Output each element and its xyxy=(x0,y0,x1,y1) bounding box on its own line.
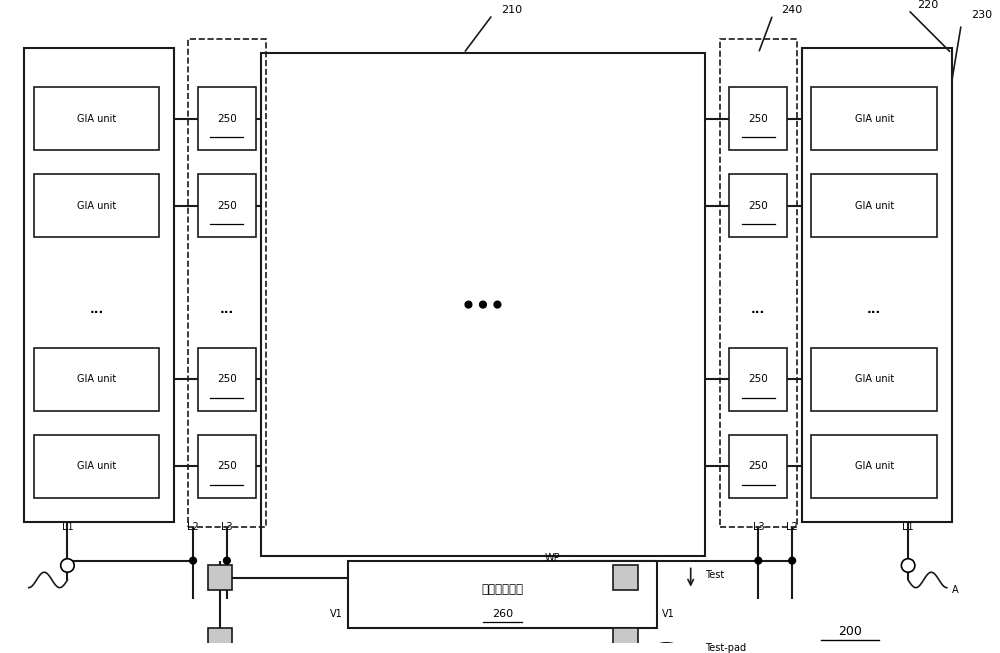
FancyBboxPatch shape xyxy=(198,174,256,237)
Text: 250: 250 xyxy=(217,114,237,123)
Text: WP: WP xyxy=(545,552,560,563)
FancyBboxPatch shape xyxy=(802,48,952,522)
Text: ...: ... xyxy=(220,303,234,316)
Circle shape xyxy=(61,559,74,572)
Circle shape xyxy=(494,301,501,308)
Text: ...: ... xyxy=(89,303,104,316)
FancyBboxPatch shape xyxy=(34,174,159,237)
FancyBboxPatch shape xyxy=(208,565,232,590)
FancyBboxPatch shape xyxy=(34,87,159,150)
Text: 250: 250 xyxy=(748,114,768,123)
Text: GIA unit: GIA unit xyxy=(77,462,116,471)
Text: 240: 240 xyxy=(782,5,803,15)
Text: L3: L3 xyxy=(221,522,233,532)
Text: 250: 250 xyxy=(217,374,237,385)
Text: 250: 250 xyxy=(217,462,237,471)
Text: L1: L1 xyxy=(902,522,914,532)
FancyBboxPatch shape xyxy=(198,435,256,498)
FancyBboxPatch shape xyxy=(613,565,638,590)
FancyBboxPatch shape xyxy=(198,348,256,411)
Text: ...: ... xyxy=(751,303,765,316)
Text: V1: V1 xyxy=(662,609,674,619)
Text: Test: Test xyxy=(705,570,724,580)
FancyBboxPatch shape xyxy=(729,174,787,237)
Text: V1: V1 xyxy=(330,609,343,619)
Circle shape xyxy=(465,301,472,308)
Circle shape xyxy=(190,557,196,564)
Text: 200: 200 xyxy=(838,625,862,638)
Text: 250: 250 xyxy=(217,200,237,210)
FancyBboxPatch shape xyxy=(198,87,256,150)
FancyBboxPatch shape xyxy=(24,48,174,522)
FancyBboxPatch shape xyxy=(729,435,787,498)
Text: 250: 250 xyxy=(748,200,768,210)
Text: GIA unit: GIA unit xyxy=(855,200,894,210)
Text: GIA unit: GIA unit xyxy=(855,374,894,385)
Text: Test-pad: Test-pad xyxy=(705,643,746,652)
Circle shape xyxy=(480,301,486,308)
Text: 250: 250 xyxy=(748,462,768,471)
Text: 210: 210 xyxy=(501,5,523,15)
Circle shape xyxy=(901,559,915,572)
Text: A: A xyxy=(952,584,958,595)
Text: 250: 250 xyxy=(748,374,768,385)
Text: ...: ... xyxy=(867,303,881,316)
Circle shape xyxy=(755,557,762,564)
Text: 260: 260 xyxy=(492,609,513,619)
FancyBboxPatch shape xyxy=(729,348,787,411)
FancyBboxPatch shape xyxy=(811,348,937,411)
Text: 220: 220 xyxy=(917,0,938,10)
Text: GIA unit: GIA unit xyxy=(77,114,116,123)
FancyBboxPatch shape xyxy=(208,628,232,652)
FancyBboxPatch shape xyxy=(729,87,787,150)
Text: L2: L2 xyxy=(187,522,199,532)
Text: L3: L3 xyxy=(753,522,764,532)
FancyBboxPatch shape xyxy=(34,348,159,411)
FancyBboxPatch shape xyxy=(811,174,937,237)
FancyBboxPatch shape xyxy=(811,87,937,150)
Text: GIA unit: GIA unit xyxy=(855,462,894,471)
FancyBboxPatch shape xyxy=(261,54,705,556)
Circle shape xyxy=(789,557,796,564)
Text: L2: L2 xyxy=(786,522,798,532)
Text: 230: 230 xyxy=(971,10,992,20)
Circle shape xyxy=(224,557,230,564)
Text: GIA unit: GIA unit xyxy=(77,374,116,385)
FancyBboxPatch shape xyxy=(613,628,638,652)
FancyBboxPatch shape xyxy=(811,435,937,498)
Text: GIA unit: GIA unit xyxy=(855,114,894,123)
Text: GIA unit: GIA unit xyxy=(77,200,116,210)
FancyBboxPatch shape xyxy=(34,435,159,498)
Text: 信号生成电路: 信号生成电路 xyxy=(481,583,523,596)
Text: L1: L1 xyxy=(62,522,73,532)
FancyBboxPatch shape xyxy=(348,561,657,628)
